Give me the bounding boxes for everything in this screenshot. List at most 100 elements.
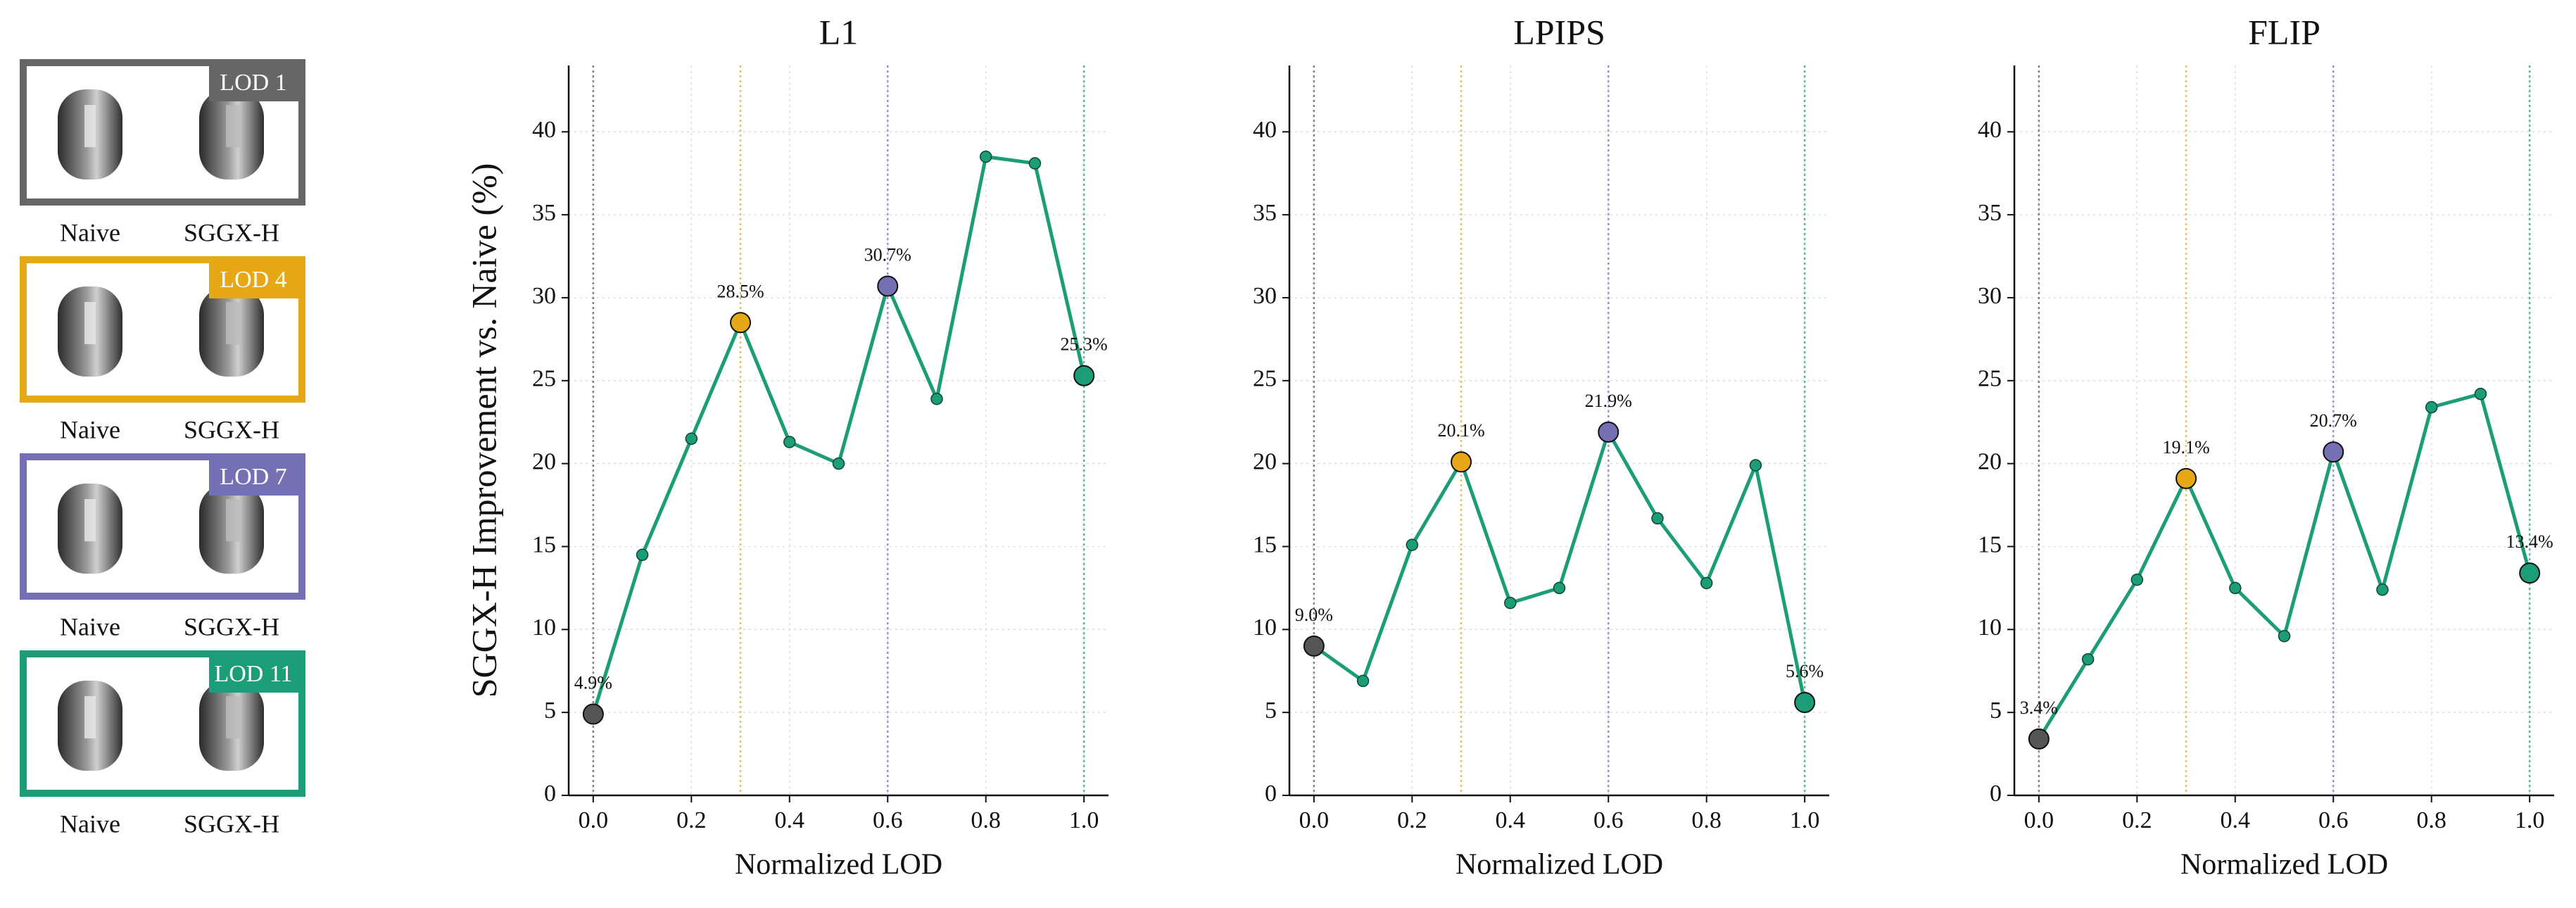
x-tick-label: 0.4 [775, 807, 805, 833]
y-tick-label: 20 [1978, 448, 2002, 474]
y-axis-label: SGGX-H Improvement vs. Naive (%) [464, 163, 503, 698]
x-tick-label: 0.2 [676, 807, 707, 833]
data-point [1504, 596, 1517, 610]
x-tick-label: 0.6 [1593, 807, 1624, 833]
value-label: 21.9% [1585, 391, 1632, 411]
caption: Naive [60, 415, 120, 443]
y-tick-label: 30 [532, 283, 556, 309]
data-line [591, 155, 1086, 715]
lod-tag-label: LOD 7 [220, 464, 286, 490]
helmet-visor [84, 499, 96, 541]
thumbnail [199, 89, 264, 179]
x-tick-label: 0.0 [2024, 807, 2054, 833]
lod-tag [209, 657, 298, 693]
x-tick-label: 0.8 [1691, 807, 1722, 833]
y-tick-label: 5 [1990, 698, 2002, 724]
caption: Naive [60, 218, 120, 246]
data-point [930, 392, 943, 405]
highlight-point [2028, 728, 2050, 750]
chart-title: FLIP [2248, 12, 2321, 51]
y-tick-label: 0 [544, 781, 556, 807]
y-tick-label: 15 [1253, 531, 1277, 557]
value-label: 5.6% [1786, 661, 1824, 681]
y-tick-label: 35 [1253, 200, 1277, 226]
highlight-point [582, 703, 604, 725]
thumbnail [58, 484, 122, 574]
data-point [1553, 581, 1566, 595]
helmet-visor [226, 696, 240, 738]
y-tick-label: 25 [1978, 366, 2002, 392]
data-point [1406, 538, 1419, 551]
data-point [783, 436, 796, 448]
caption: SGGX-H [184, 218, 279, 246]
data-line [2037, 392, 2532, 740]
data-point [832, 457, 845, 470]
highlight-point [1303, 635, 1325, 657]
highlight-point [877, 275, 899, 297]
chart-title: LPIPS [1513, 12, 1605, 51]
helmet-visor [226, 499, 240, 541]
y-tick-label: 40 [532, 117, 556, 143]
caption: Naive [60, 809, 120, 838]
y-tick-label: 15 [532, 531, 556, 557]
helmet-visor [84, 696, 96, 738]
value-label: 30.7% [864, 244, 911, 265]
lod-tag [209, 66, 298, 101]
highlight-point [1598, 421, 1620, 443]
x-tick-label: 0.6 [2318, 807, 2349, 833]
value-label: 25.3% [1061, 334, 1108, 355]
data-point [1356, 674, 1370, 688]
data-point [1749, 459, 1762, 472]
y-tick-label: 5 [1265, 698, 1277, 724]
lod-tag-label: LOD 4 [220, 267, 286, 293]
x-tick-label: 0.2 [1397, 807, 1427, 833]
caption: SGGX-H [184, 809, 279, 838]
x-tick-label: 0.0 [579, 807, 609, 833]
caption: SGGX-H [184, 612, 279, 641]
y-tick-label: 30 [1978, 283, 2002, 309]
value-label: 28.5% [716, 281, 764, 301]
value-label: 13.4% [2506, 531, 2553, 552]
y-tick-label: 10 [532, 614, 556, 641]
y-tick-label: 5 [544, 698, 556, 724]
data-point [636, 548, 649, 562]
helmet-visor [84, 302, 96, 344]
y-tick-label: 40 [1253, 117, 1277, 143]
highlight-point [2176, 467, 2197, 489]
lod-tag [209, 460, 298, 496]
highlight-point [2323, 441, 2344, 463]
y-tick-label: 20 [1253, 448, 1277, 474]
thumbnail [199, 484, 264, 574]
x-tick-label: 0.2 [2122, 807, 2152, 833]
value-label: 3.4% [2020, 698, 2058, 718]
x-axis-label: Normalized LOD [1456, 849, 1663, 881]
x-tick-label: 0.6 [873, 807, 903, 833]
lod-tag [209, 263, 298, 298]
y-tick-label: 35 [1978, 200, 2002, 226]
lod-box [20, 256, 305, 403]
helmet-visor [226, 302, 240, 344]
highlight-point [1451, 451, 1472, 473]
x-tick-label: 0.8 [971, 807, 1001, 833]
data-point [685, 432, 698, 446]
data-point [2474, 387, 2487, 401]
data-point [1651, 512, 1664, 525]
x-tick-label: 0.8 [2416, 807, 2446, 833]
x-axis-label: Normalized LOD [735, 849, 942, 881]
value-label: 4.9% [574, 672, 612, 693]
x-tick-label: 0.0 [1299, 807, 1330, 833]
helmet-visor [84, 105, 96, 147]
lod-tag-label: LOD 11 [214, 661, 292, 687]
value-label: 20.1% [1437, 420, 1484, 441]
y-tick-label: 15 [1978, 531, 2002, 557]
value-label: 20.7% [2310, 410, 2357, 431]
y-tick-label: 10 [1253, 614, 1277, 641]
data-point [2376, 584, 2389, 596]
highlight-point [1073, 365, 1095, 386]
thumbnail [58, 681, 122, 771]
chart-title: L1 [819, 12, 859, 51]
y-tick-label: 35 [532, 200, 556, 226]
x-tick-label: 1.0 [2515, 807, 2545, 833]
